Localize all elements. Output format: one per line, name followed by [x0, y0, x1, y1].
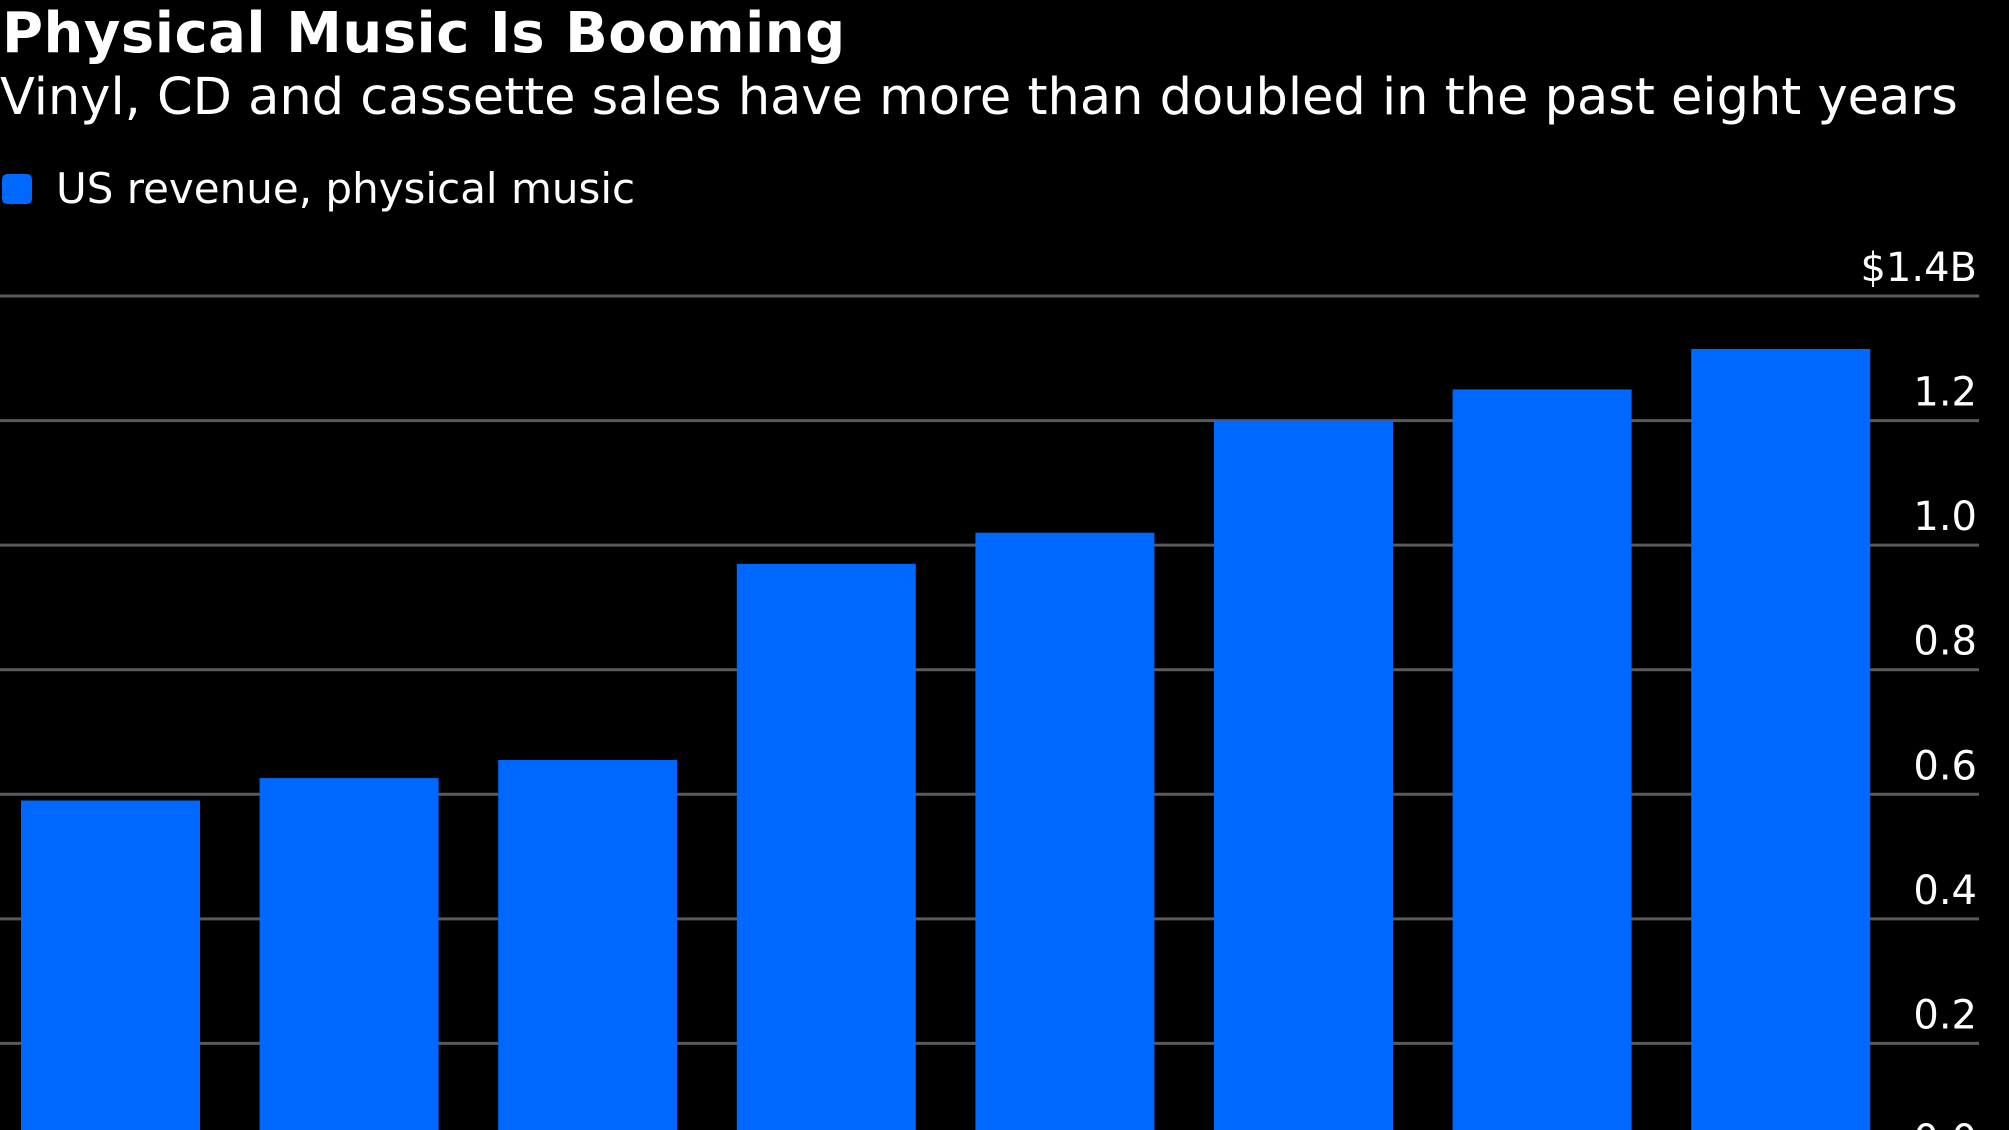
y-tick-label: 1.0: [1913, 494, 1977, 540]
y-tick-label: 0.4: [1913, 868, 1977, 914]
bar: [21, 800, 200, 1130]
bar: [1214, 420, 1393, 1130]
chart-title: Physical Music Is Booming: [2, 1, 846, 66]
bar: [1452, 389, 1632, 1130]
bar: [1691, 348, 1871, 1130]
bar: [498, 760, 678, 1130]
legend: US revenue, physical music: [2, 164, 635, 214]
y-tick-label: 0.0: [1913, 1117, 1977, 1130]
y-tick-label: 1.2: [1913, 370, 1977, 416]
y-tick-label: 0.6: [1913, 743, 1977, 789]
y-tick-label: $1.4B: [1860, 245, 1977, 291]
y-tick-label: 0.8: [1913, 619, 1977, 665]
legend-swatch: [2, 174, 32, 204]
bar: [259, 778, 439, 1130]
bars: [21, 348, 1871, 1130]
chart-subtitle: Vinyl, CD and cassette sales have more t…: [0, 68, 1958, 127]
y-axis-tick-labels: 0.0 0.2 0.4 0.6 0.8 1.0 1.2 $1.4B: [1860, 245, 1977, 1130]
y-tick-label: 0.2: [1913, 992, 1977, 1038]
bar: [975, 532, 1155, 1130]
bar: [736, 563, 916, 1130]
legend-label: US revenue, physical music: [56, 164, 636, 213]
